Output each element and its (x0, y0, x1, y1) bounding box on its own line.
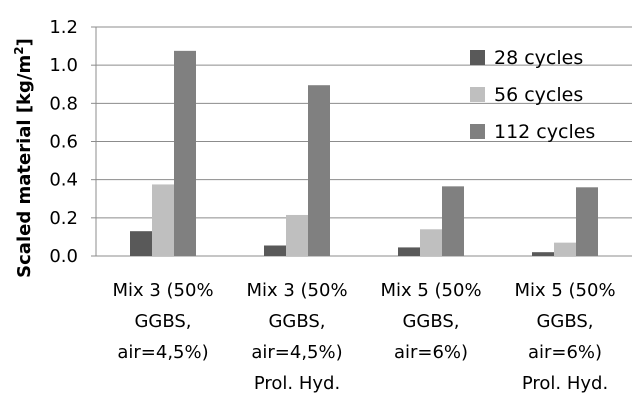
legend: 28 cycles 56 cycles 112 cycles (470, 47, 595, 143)
x-category-label: Prol. Hyd. (522, 373, 608, 394)
bar (308, 85, 330, 257)
x-category-label: Mix 5 (50% (514, 280, 615, 301)
legend-swatch (470, 87, 485, 102)
x-category-label: GGBS, (536, 311, 593, 332)
legend-swatch (470, 50, 485, 65)
bar (532, 252, 554, 256)
bar (398, 247, 420, 256)
x-category-label: Prol. Hyd. (254, 373, 340, 394)
y-tick-label: 0.6 (49, 132, 78, 153)
y-tick-label: 0.2 (49, 208, 78, 229)
y-tick-label: 1.0 (49, 55, 78, 76)
bar (130, 231, 152, 256)
y-tick-label: 0.4 (49, 170, 78, 191)
y-tick-label: 0.8 (49, 93, 78, 114)
y-tick-label: 1.2 (49, 17, 78, 38)
bars (130, 50, 598, 257)
bar (420, 229, 442, 256)
x-category-label: Mix 3 (50% (246, 280, 347, 301)
legend-label: 28 cycles (494, 47, 583, 69)
x-category-label: GGBS, (402, 311, 459, 332)
bar (442, 186, 464, 256)
y-tick-labels: 0.0 0.2 0.4 0.6 0.8 1.0 1.2 (49, 17, 78, 267)
y-tick-label: 0.0 (49, 246, 78, 267)
bar (152, 184, 174, 256)
x-category-label: GGBS, (268, 311, 325, 332)
y-axis-title: Scaled material [kg/m2] (12, 38, 35, 278)
x-category-label: Mix 3 (50% (112, 280, 213, 301)
bar (554, 242, 576, 256)
legend-swatch (470, 124, 485, 139)
x-category-label: GGBS, (134, 311, 191, 332)
y-axis-title-main: Scaled material [kg/m (14, 55, 35, 278)
x-category-labels: Mix 3 (50% GGBS, air=4,5%) Mix 3 (50% GGBS, a… (112, 280, 615, 394)
bar (264, 245, 286, 256)
y-axis-title-end: ] (14, 38, 35, 46)
x-category-label: air=6%) (394, 342, 468, 363)
x-category-label: Mix 5 (50% (380, 280, 481, 301)
bar (286, 214, 308, 256)
x-category-label: air=4,5%) (117, 342, 208, 363)
x-category-label: air=4,5%) (251, 342, 342, 363)
bar (576, 187, 598, 256)
axes (91, 26, 97, 257)
x-category-label: air=6%) (528, 342, 602, 363)
legend-label: 56 cycles (494, 84, 583, 106)
y-axis-title-superscript: 2 (12, 46, 26, 54)
legend-label: 112 cycles (494, 121, 595, 143)
bar (174, 50, 196, 256)
